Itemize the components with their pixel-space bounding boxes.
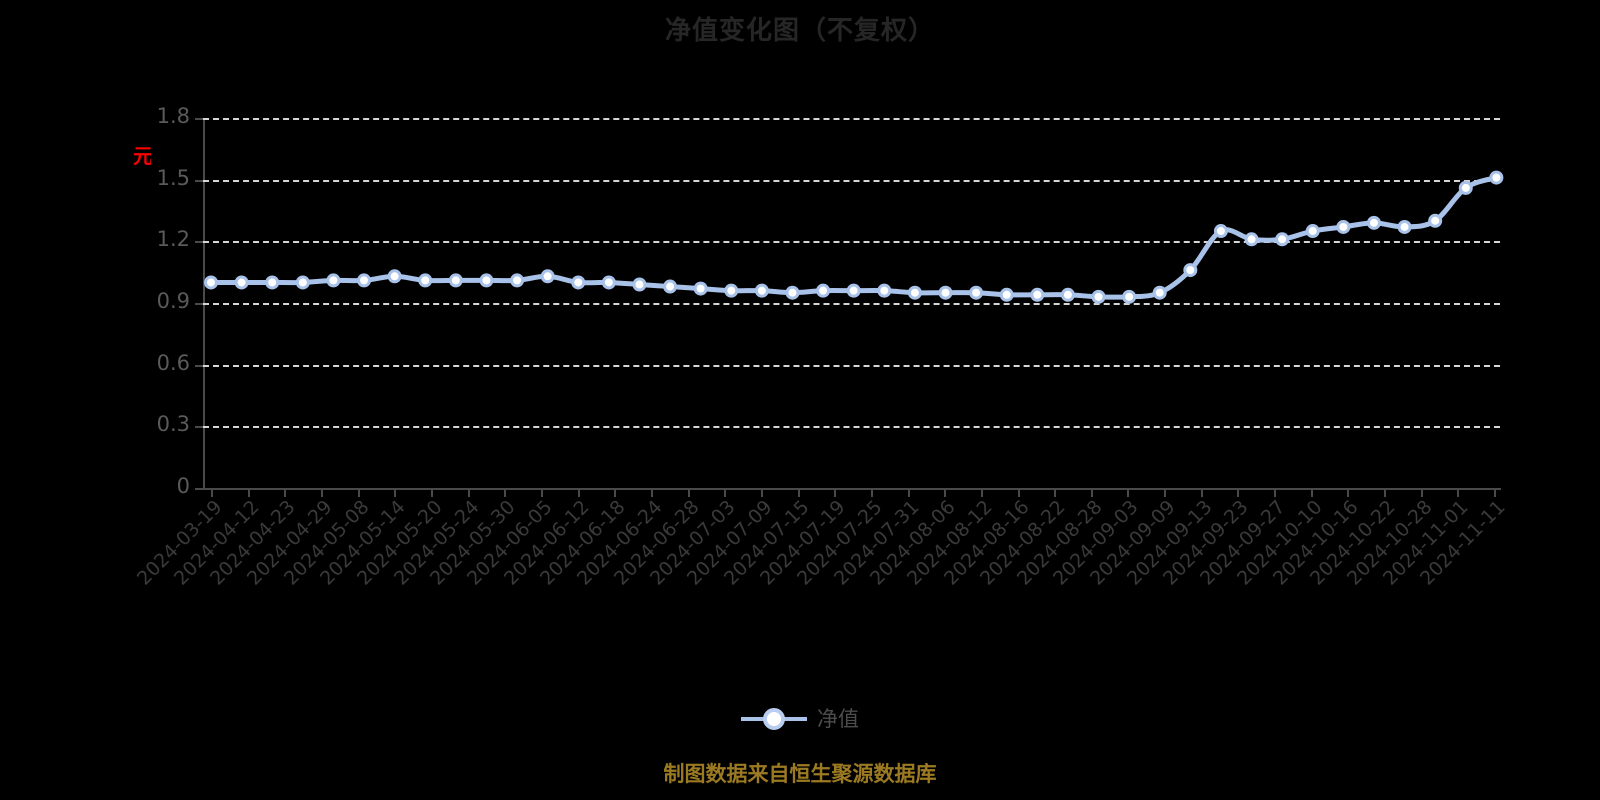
data-source-note: 制图数据来自恒生聚源数据库: [663, 762, 937, 786]
y-axis-tick-label: 1.5: [156, 165, 190, 190]
y-axis-tick-mark: [195, 364, 203, 367]
x-axis-tick-mark: [1420, 488, 1423, 497]
x-axis-tick-mark: [1090, 488, 1093, 497]
x-axis-tick-mark: [1054, 488, 1057, 497]
y-axis-tick-mark: [195, 118, 203, 120]
chart-title: 净值变化图（不复权）: [664, 16, 935, 46]
x-axis-tick-mark: [211, 488, 213, 497]
x-axis-tick-mark: [430, 488, 433, 497]
legend-label-net-value[interactable]: 净值: [817, 707, 859, 731]
gridline: [203, 118, 1500, 120]
y-axis-tick-label: 1.2: [156, 227, 190, 252]
gridline: [203, 426, 1500, 429]
x-axis-tick-mark: [1237, 488, 1240, 497]
x-axis-tick-mark: [760, 488, 763, 497]
x-axis-tick-mark: [540, 488, 543, 497]
x-axis-tick-mark: [284, 488, 287, 497]
x-axis-tick-mark: [1200, 488, 1203, 497]
y-axis-tick-label: 0.6: [156, 350, 190, 375]
x-axis-tick-mark: [980, 488, 983, 497]
x-axis-tick-mark: [907, 488, 910, 497]
x-axis-tick-mark: [1127, 488, 1130, 497]
x-axis-tick-mark: [614, 488, 617, 497]
x-axis-tick-mark: [1017, 488, 1020, 497]
x-axis-tick-mark: [1274, 488, 1277, 497]
x-axis-tick-mark: [1494, 488, 1497, 497]
y-axis-unit-label: 元: [133, 144, 151, 168]
x-axis-tick-mark: [504, 488, 507, 497]
y-axis-tick-label: 0: [176, 474, 190, 498]
legend-circle-icon: [763, 708, 785, 730]
y-axis-tick-mark: [195, 241, 203, 244]
y-axis-tick-label: 0.3: [156, 412, 190, 437]
x-axis-tick-mark: [834, 488, 837, 497]
y-axis-tick-mark: [195, 426, 203, 429]
y-axis-tick-mark: [195, 303, 203, 305]
y-axis-tick-mark: [195, 488, 203, 490]
y-axis-tick-label: 0.9: [156, 289, 190, 313]
x-axis-tick-mark: [1310, 488, 1313, 497]
x-axis-tick-mark: [467, 488, 470, 497]
x-axis-tick-mark: [1347, 488, 1350, 497]
x-axis-tick-mark: [1384, 488, 1387, 497]
x-axis-tick-mark: [687, 488, 690, 497]
x-axis-tick-mark: [247, 488, 250, 497]
x-axis-tick-mark: [394, 488, 397, 497]
gridline: [203, 364, 1500, 367]
gridline: [203, 303, 1500, 305]
x-axis-tick-mark: [357, 488, 360, 497]
x-axis-line: [203, 488, 1501, 490]
legend-marker-net-value: [741, 706, 807, 730]
x-axis-tick-mark: [577, 488, 580, 497]
x-axis-tick-mark: [1164, 488, 1167, 497]
x-axis-tick-mark: [870, 488, 873, 497]
y-axis-tick-label: 1.8: [156, 104, 190, 128]
x-axis-tick-mark: [944, 488, 947, 497]
gridline: [203, 241, 1500, 244]
y-axis-tick-mark: [195, 179, 203, 182]
x-axis-tick-mark: [797, 488, 800, 497]
plot-area: [203, 118, 1500, 488]
x-axis-tick-mark: [724, 488, 727, 497]
x-axis-tick-mark: [650, 488, 653, 497]
x-axis-tick-mark: [320, 488, 323, 497]
x-axis-tick-mark: [1457, 488, 1460, 497]
gridline: [203, 179, 1500, 182]
chart-legend: 净值: [0, 703, 1600, 733]
